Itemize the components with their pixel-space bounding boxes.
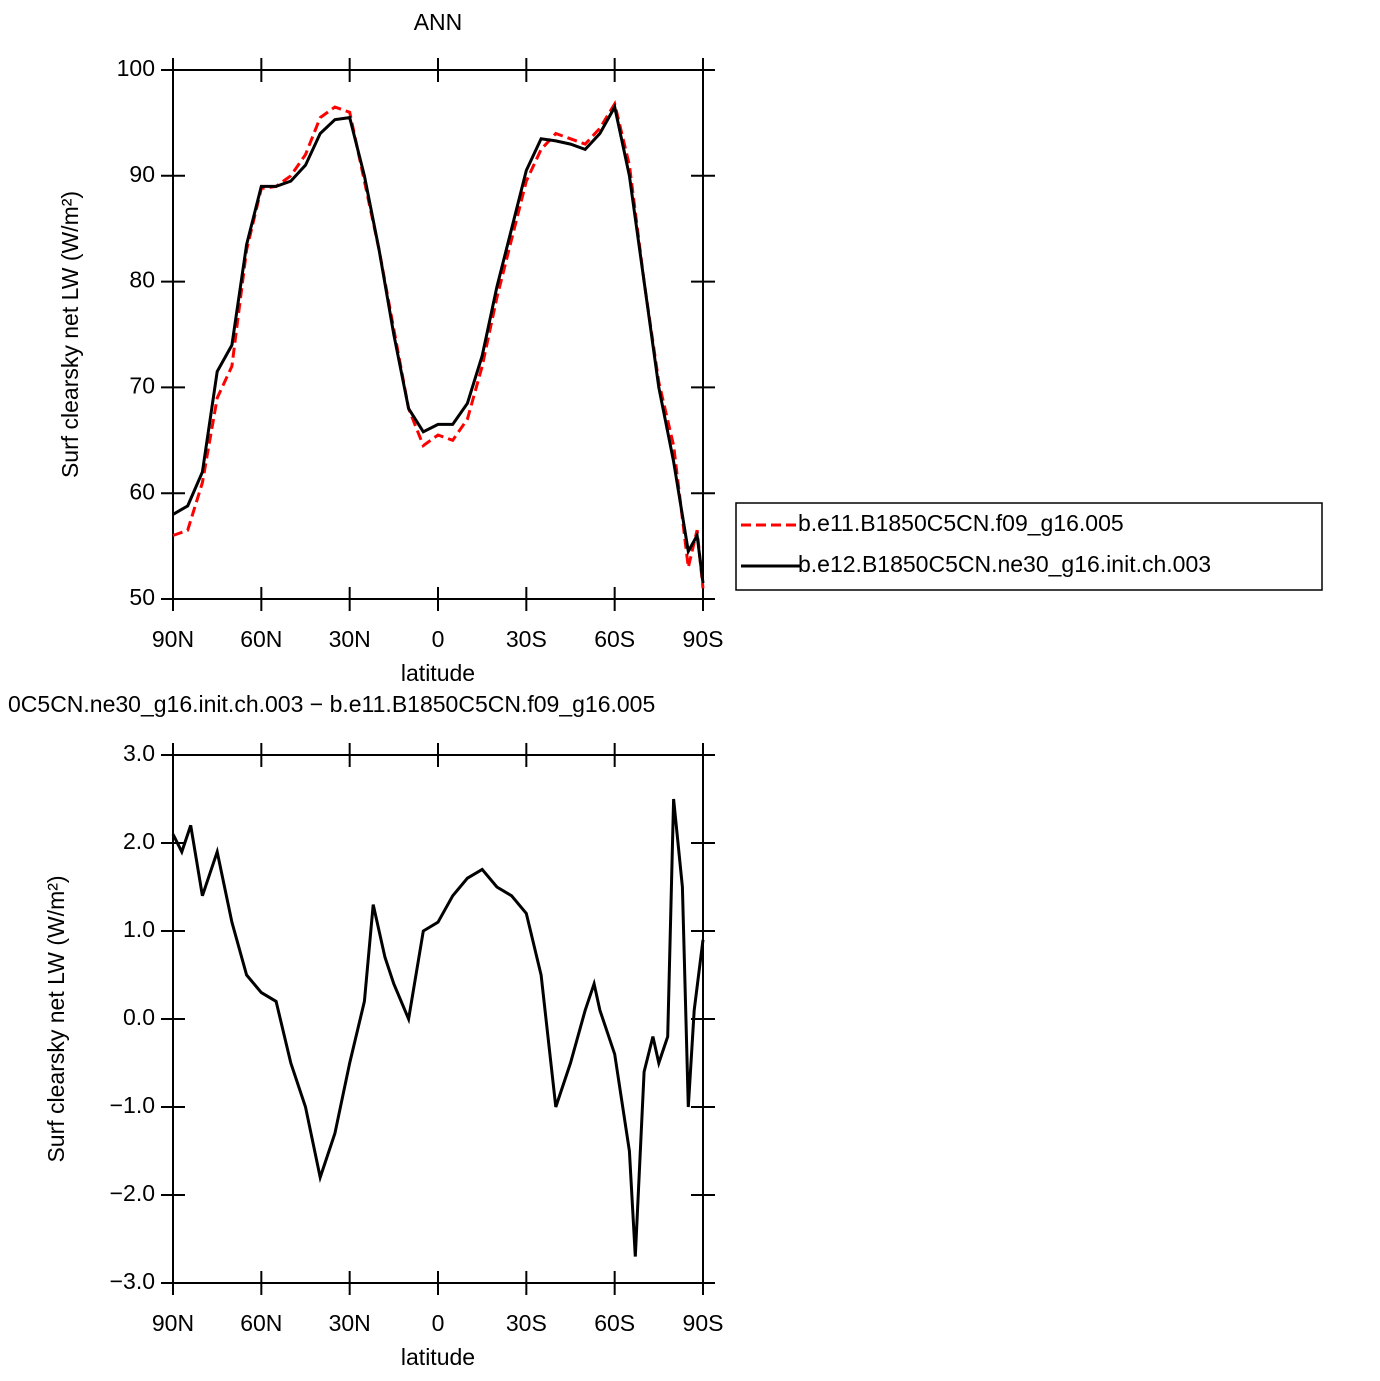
x-axis-label: latitude (401, 1344, 475, 1370)
y-tick-label: 1.0 (123, 916, 155, 942)
x-tick-label: 60S (594, 1310, 635, 1336)
x-tick-label: 30N (329, 1310, 371, 1336)
y-tick-label: 0.0 (123, 1004, 155, 1030)
x-tick-label: 30S (506, 1310, 547, 1336)
y-tick-label: −1.0 (110, 1092, 155, 1118)
y-tick-label: −2.0 (110, 1180, 155, 1206)
legend-label: b.e11.B1850C5CN.f09_g16.005 (798, 510, 1124, 536)
chart-title: 0C5CN.ne30_g16.init.ch.003 − b.e11.B1850… (8, 691, 655, 717)
x-axis-label: latitude (401, 660, 475, 686)
y-axis-label: Surf clearsky net LW (W/m²) (43, 875, 69, 1162)
series-line (172, 102, 705, 584)
x-tick-label: 0 (432, 1310, 445, 1336)
legend-box (735, 502, 1323, 591)
plot-frame (172, 69, 704, 600)
y-tick-label: 50 (129, 584, 155, 610)
x-tick-label: 90S (683, 1310, 724, 1336)
y-tick-label: 70 (129, 372, 155, 398)
x-tick-label: 30N (329, 626, 371, 652)
legend-label: b.e12.B1850C5CN.ne30_g16.init.ch.003 (798, 551, 1211, 577)
series-line (171, 798, 705, 1257)
chart-title: ANN (414, 9, 463, 35)
y-tick-label: 60 (129, 478, 155, 504)
x-tick-label: 30S (506, 626, 547, 652)
y-tick-label: 90 (129, 161, 155, 187)
y-tick-label: 3.0 (123, 740, 155, 766)
x-tick-label: 60S (594, 626, 635, 652)
y-tick-label: 80 (129, 267, 155, 293)
series-line (172, 100, 705, 589)
x-tick-label: 60N (240, 626, 282, 652)
x-tick-label: 0 (432, 626, 445, 652)
plot-frame (172, 754, 704, 1284)
x-tick-label: 90S (683, 626, 724, 652)
x-tick-label: 60N (240, 1310, 282, 1336)
x-tick-label: 90N (152, 1310, 194, 1336)
x-tick-label: 90N (152, 626, 194, 652)
y-axis-label: Surf clearsky net LW (W/m²) (57, 191, 83, 478)
y-tick-label: 100 (117, 55, 155, 81)
y-tick-label: 2.0 (123, 828, 155, 854)
y-tick-label: −3.0 (110, 1268, 155, 1294)
